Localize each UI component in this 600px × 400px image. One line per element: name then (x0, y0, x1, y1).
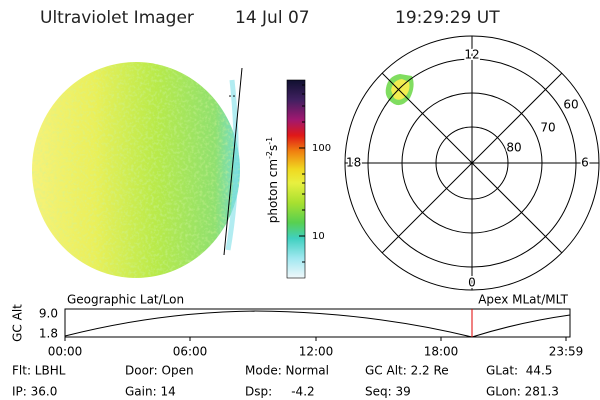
info-field: Flt: LBHL (12, 364, 66, 378)
info-field: Mode: Normal (245, 364, 329, 378)
info-field: Seq: 39 (365, 385, 411, 399)
title: Ultraviolet Imager (40, 8, 194, 28)
earth-image (32, 62, 243, 278)
info-field: GLat: 44.5 (486, 364, 552, 378)
colorbar-tick: 100 (312, 143, 331, 154)
y-tick-label: 9.0 (39, 307, 58, 321)
hour-label: 0 (468, 276, 476, 290)
hour-label: 6 (581, 156, 589, 170)
unit: photon cm (266, 159, 280, 223)
hour-label: 12 (464, 48, 479, 62)
lat-label: 70 (540, 121, 555, 135)
orbit-label: Apex MLat/MLT (478, 293, 568, 307)
info-field: Dsp: -4.2 (245, 385, 315, 399)
date: 14 Jul 07 (235, 8, 310, 28)
x-tick-label: 06:00 (173, 345, 208, 359)
info-field: IP: 36.0 (12, 385, 57, 399)
orbit-plot: Geographic Lat/Lon Apex MLat/MLT GC Alt … (11, 293, 584, 359)
x-tick-label: 00:00 (48, 345, 83, 359)
info-field: GLon: 281.3 (486, 385, 559, 399)
x-tick-label: 18:00 (424, 345, 459, 359)
x-tick-label: 12:00 (299, 345, 334, 359)
info-field: GC Alt: 2.2 Re (365, 364, 449, 378)
unit: s (266, 145, 280, 151)
lat-label: 60 (563, 98, 578, 112)
hour-label: 18 (346, 156, 361, 170)
y-label: GC Alt (11, 304, 25, 342)
lat-label: 80 (506, 141, 521, 155)
time: 19:29:29 UT (395, 8, 500, 28)
colorbar: 100 10 photon cm-2s-1 (265, 79, 331, 279)
y-tick-label: 1.8 (39, 327, 58, 341)
unit-exp: -2 (265, 151, 274, 159)
x-tick-label: 23:59 (549, 345, 584, 359)
polar-plot: 12 18 6 0 80 70 60 (344, 35, 600, 291)
info-table: Flt: LBHL Door: Open Mode: Normal GC Alt: 2… (12, 364, 559, 399)
info-field: Gain: 14 (125, 385, 176, 399)
unit-exp: -1 (265, 137, 274, 145)
colorbar-tick: 10 (312, 231, 325, 242)
colorbar-label: photon cm-2s-1 (265, 137, 280, 224)
info-field: Door: Open (125, 364, 194, 378)
orbit-label: Geographic Lat/Lon (67, 293, 184, 307)
